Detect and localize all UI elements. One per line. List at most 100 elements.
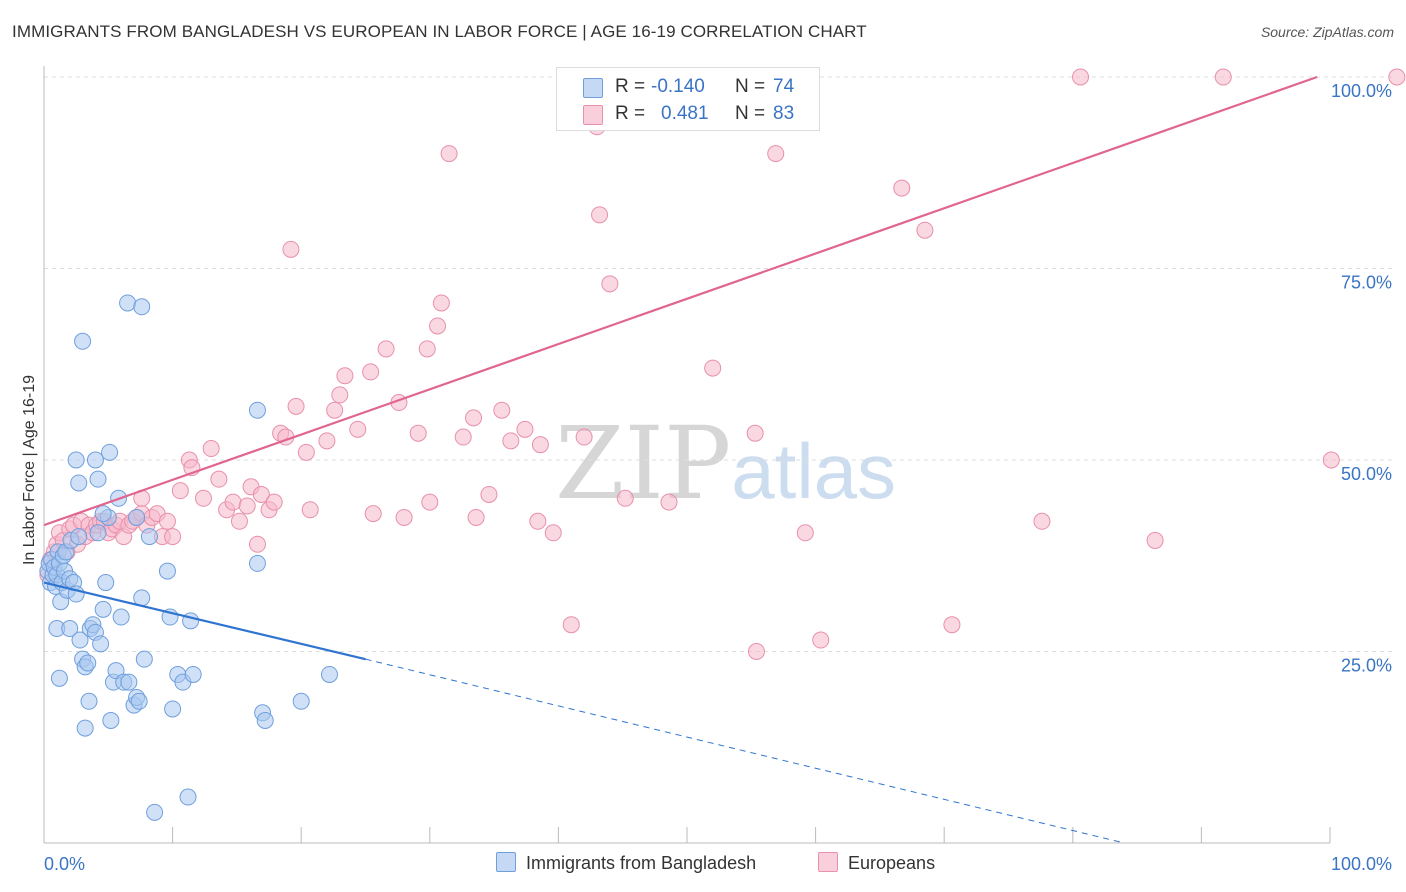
europeans-point	[1322, 451, 1340, 469]
legend-swatch-blue	[496, 852, 516, 872]
europeans-point	[429, 317, 447, 335]
bangladesh-point	[292, 692, 310, 710]
europeans-point	[301, 501, 319, 519]
bangladesh-point	[128, 508, 146, 526]
bangladesh-point	[135, 650, 153, 668]
europeans-point	[616, 489, 634, 507]
legend-n-value: 83	[773, 103, 795, 124]
europeans-point	[194, 489, 212, 507]
bangladesh-point	[92, 635, 110, 653]
europeans-point	[210, 470, 228, 488]
bangladesh-point	[140, 528, 158, 546]
europeans-point	[601, 275, 619, 293]
europeans-point	[336, 367, 354, 385]
bangladesh-point	[71, 631, 89, 649]
europeans-point	[516, 420, 534, 438]
europeans-point	[493, 401, 511, 419]
legend-swatch-pink	[583, 105, 603, 125]
europeans-point	[364, 505, 382, 523]
europeans-point	[252, 485, 270, 503]
europeans-point	[238, 497, 256, 515]
europeans-point	[575, 428, 593, 446]
europeans-point	[1214, 68, 1232, 86]
bangladesh-point	[86, 451, 104, 469]
x-tick-label: 100.0%	[1331, 854, 1392, 874]
legend-item-bangladesh: Immigrants from Bangladesh	[496, 852, 756, 874]
europeans-point	[421, 493, 439, 511]
europeans-point	[1072, 68, 1090, 86]
bangladesh-trendline-extension	[365, 658, 1125, 844]
chart-title: IMMIGRANTS FROM BANGLADESH VS EUROPEAN I…	[12, 22, 867, 41]
legend-item-europeans: Europeans	[818, 852, 935, 874]
bangladesh-point	[112, 608, 130, 626]
bangladesh-point	[50, 669, 68, 687]
legend-n-value: 74	[773, 76, 795, 97]
europeans-point	[224, 493, 242, 511]
europeans-point	[318, 432, 336, 450]
bangladesh-point	[146, 803, 164, 821]
bangladesh-point	[94, 600, 112, 618]
europeans-point	[562, 616, 580, 634]
legend-swatch-pink	[818, 852, 838, 872]
legend-swatch-blue	[583, 78, 603, 98]
y-tick-label: 75.0%	[1341, 273, 1392, 293]
bangladesh-point	[102, 711, 120, 729]
europeans-point	[331, 386, 349, 404]
bangladesh-point	[164, 700, 182, 718]
europeans-point	[502, 432, 520, 450]
source-credit: Source: ZipAtlas.com	[1260, 24, 1394, 40]
legend-r-label: R =	[615, 76, 646, 97]
bangladesh-point	[89, 470, 107, 488]
europeans-point	[544, 524, 562, 542]
europeans-point	[349, 420, 367, 438]
bangladesh-point	[179, 788, 197, 806]
europeans-point	[1388, 68, 1406, 86]
legend-r-value: 0.481	[661, 103, 709, 124]
europeans-point	[362, 363, 380, 381]
bangladesh-point	[74, 332, 92, 350]
europeans-point	[395, 508, 413, 526]
x-tick-label: 0.0%	[44, 854, 85, 874]
bangladesh-point	[158, 562, 176, 580]
y-tick-label: 50.0%	[1341, 464, 1392, 484]
bangladesh-point	[70, 474, 88, 492]
europeans-point	[297, 443, 315, 461]
europeans-point	[465, 409, 483, 427]
europeans-point	[767, 145, 785, 163]
europeans-point	[746, 424, 764, 442]
europeans-point	[529, 512, 547, 530]
europeans-point	[812, 631, 830, 649]
europeans-point	[704, 359, 722, 377]
europeans-point	[202, 440, 220, 458]
y-tick-label: 25.0%	[1341, 656, 1392, 676]
bangladesh-point	[248, 401, 266, 419]
y-axis-label: In Labor Force | Age 16-19	[21, 374, 38, 566]
europeans-trendline	[43, 75, 1318, 527]
watermark: ZIPatlas	[555, 405, 896, 522]
bangladesh-point	[67, 451, 85, 469]
europeans-point	[591, 206, 609, 224]
bangladesh-point	[256, 711, 274, 729]
europeans-point	[943, 616, 961, 634]
europeans-point	[164, 528, 182, 546]
europeans-point	[409, 424, 427, 442]
bangladesh-point	[70, 528, 88, 546]
europeans-point	[230, 512, 248, 530]
europeans-point	[1146, 531, 1164, 549]
bangladesh-point	[133, 298, 151, 316]
europeans-point	[531, 436, 549, 454]
europeans-point	[326, 401, 344, 419]
bangladesh-point	[120, 673, 138, 691]
europeans-point	[287, 397, 305, 415]
stats-legend: R = -0.140 N = 74 R = 0.481 N = 83	[556, 67, 820, 131]
europeans-point	[747, 643, 765, 660]
europeans-point	[796, 524, 814, 542]
europeans-point	[480, 485, 498, 503]
bangladesh-point	[80, 692, 98, 710]
bangladesh-point	[101, 443, 119, 461]
legend-r-value: -0.140	[651, 76, 705, 97]
legend-label-bangladesh: Immigrants from Bangladesh	[526, 853, 757, 873]
europeans-point	[158, 512, 176, 530]
legend-r-label: R =	[615, 103, 646, 124]
